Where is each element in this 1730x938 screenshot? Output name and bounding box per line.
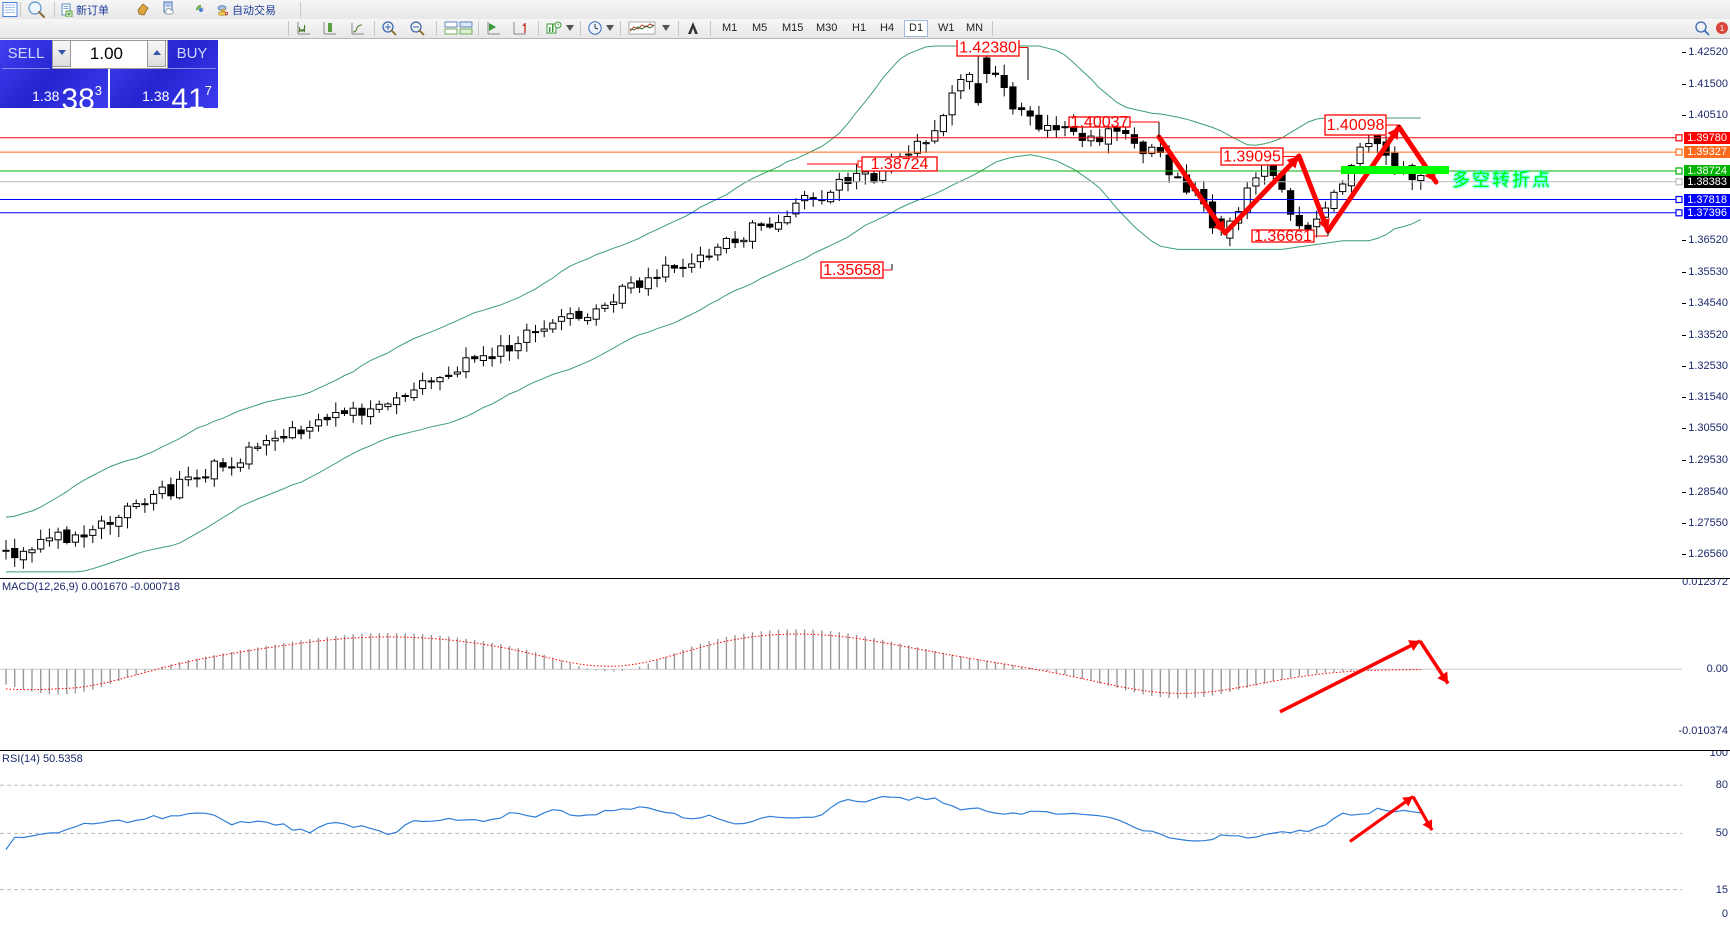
- svg-text:1.42380: 1.42380: [959, 40, 1017, 57]
- svg-text:1.40037: 1.40037: [1071, 114, 1129, 131]
- svg-text:1.39095: 1.39095: [1223, 149, 1281, 166]
- svg-text:1.38724: 1.38724: [871, 156, 929, 173]
- svg-text:1: 1: [1720, 24, 1725, 33]
- svg-text:1.35658: 1.35658: [823, 262, 881, 279]
- svg-text:1.36661: 1.36661: [1254, 228, 1312, 245]
- svg-text:1.40098: 1.40098: [1327, 117, 1385, 134]
